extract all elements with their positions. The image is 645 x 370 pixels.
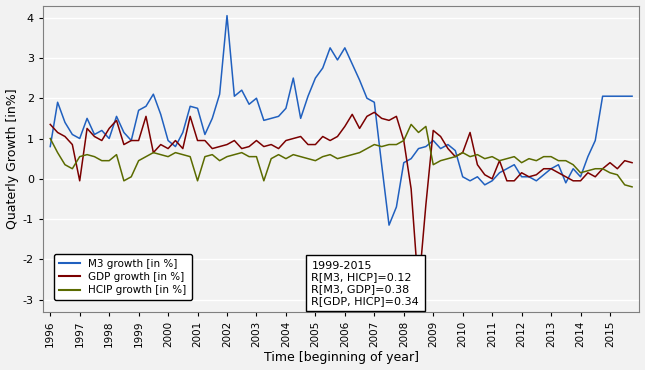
GDP growth [in %] [400, 138, 408, 143]
HCIP growth [in %] [304, 157, 312, 161]
X-axis label: Time [beginning of year]: Time [beginning of year] [264, 352, 419, 364]
GDP growth [in %] [628, 161, 636, 165]
HCIP growth [in %] [393, 142, 401, 147]
HCIP growth [in %] [430, 162, 437, 167]
M3 growth [in %] [223, 13, 231, 18]
M3 growth [in %] [407, 157, 415, 161]
M3 growth [in %] [628, 94, 636, 98]
GDP growth [in %] [415, 287, 422, 292]
M3 growth [in %] [459, 175, 466, 179]
HCIP growth [in %] [570, 162, 577, 167]
HCIP growth [in %] [407, 122, 415, 127]
HCIP growth [in %] [628, 185, 636, 189]
GDP growth [in %] [459, 150, 466, 155]
GDP growth [in %] [370, 110, 378, 115]
Text: 1999-2015
R[M3, HICP]=0.12
R[M3, GDP]=0.38
R[GDP, HICP]=0.34: 1999-2015 R[M3, HICP]=0.12 R[M3, GDP]=0.… [312, 261, 419, 306]
M3 growth [in %] [385, 223, 393, 227]
Line: GDP growth [in %]: GDP growth [in %] [50, 112, 632, 290]
HCIP growth [in %] [400, 138, 408, 143]
HCIP growth [in %] [46, 136, 54, 141]
Line: HCIP growth [in %]: HCIP growth [in %] [50, 124, 632, 187]
HCIP growth [in %] [451, 154, 459, 159]
GDP growth [in %] [46, 122, 54, 127]
M3 growth [in %] [437, 147, 444, 151]
GDP growth [in %] [577, 179, 584, 183]
GDP growth [in %] [437, 134, 444, 139]
M3 growth [in %] [46, 144, 54, 149]
Legend: M3 growth [in %], GDP growth [in %], HCIP growth [in %]: M3 growth [in %], GDP growth [in %], HCI… [54, 254, 192, 300]
Y-axis label: Quaterly Growth [in%]: Quaterly Growth [in%] [6, 88, 19, 229]
M3 growth [in %] [577, 175, 584, 179]
Line: M3 growth [in %]: M3 growth [in %] [50, 16, 632, 225]
GDP growth [in %] [304, 142, 312, 147]
M3 growth [in %] [415, 147, 422, 151]
GDP growth [in %] [407, 186, 415, 191]
M3 growth [in %] [312, 76, 319, 80]
